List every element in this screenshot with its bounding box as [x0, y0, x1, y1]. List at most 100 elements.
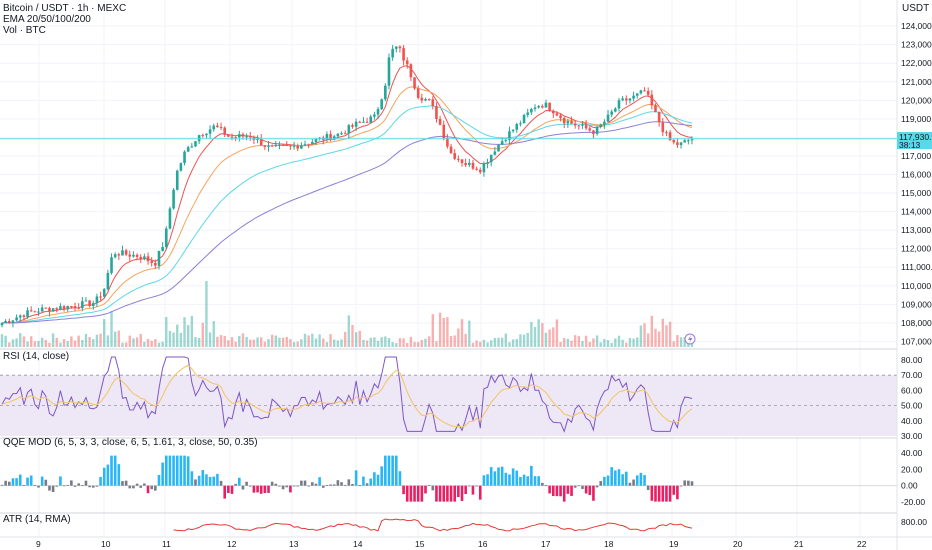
time-tick-label: 21 — [794, 539, 804, 549]
candle-body — [201, 135, 205, 137]
candle-body — [508, 131, 511, 141]
volume-bar — [479, 341, 482, 347]
candle-body — [661, 122, 665, 133]
qqe-bar — [628, 482, 632, 486]
candle-body — [672, 140, 676, 143]
volume-bar — [121, 342, 124, 347]
volume-bar — [522, 334, 526, 347]
qqe-bar — [668, 485, 672, 502]
symbol-title[interactable]: Bitcoin / USDT · 1h · MEXC — [3, 3, 126, 14]
volume-bar — [391, 342, 394, 347]
qqe-pane[interactable] — [0, 455, 897, 502]
qqe-bar — [398, 471, 402, 486]
volume-bar — [92, 339, 95, 347]
rsi-title[interactable]: RSI (14, close) — [3, 351, 69, 362]
volume-bar — [303, 333, 307, 347]
atr-title[interactable]: ATR (14, RMA) — [3, 514, 71, 525]
volume-bar — [249, 339, 252, 347]
candle-body — [18, 315, 22, 318]
qqe-bar — [588, 485, 592, 496]
volume-bar — [413, 342, 416, 347]
candle-body — [398, 46, 402, 49]
qqe-bar — [504, 472, 508, 486]
qqe-bar — [18, 474, 22, 486]
rsi-pane[interactable] — [0, 356, 897, 436]
volume-bar — [683, 337, 686, 347]
volume-legend[interactable]: Vol · BTC — [3, 25, 46, 36]
candle-body — [500, 141, 504, 145]
rsi-line — [1, 356, 693, 433]
qqe-bar — [595, 485, 599, 488]
volume-bar — [402, 338, 405, 347]
candle-body — [595, 126, 599, 134]
qqe-bar — [522, 474, 526, 486]
qqe-bar — [66, 485, 70, 486]
qqe-bar — [219, 480, 223, 486]
volume-bar — [322, 338, 325, 347]
ema-lines — [1, 65, 693, 324]
ema-legend[interactable]: EMA 20/50/100/200 — [3, 14, 91, 25]
atr-tick-label: 800.00 — [901, 517, 927, 527]
qqe-bar — [380, 466, 383, 486]
price-pane[interactable] — [0, 45, 897, 347]
qqe-bar — [278, 485, 281, 487]
lightning-icon[interactable] — [684, 333, 696, 345]
volume-bar — [639, 325, 643, 347]
qqe-bar — [307, 485, 310, 487]
qqe-bar — [4, 480, 7, 486]
volume-bar — [592, 338, 595, 347]
volume-bar — [296, 341, 299, 347]
time-axis[interactable]: 9 10 11 12 13 14 15 16 17 18 19 20 21 22 — [36, 539, 867, 549]
candle-body — [37, 311, 40, 313]
candle-body — [256, 138, 259, 140]
candle-body — [11, 320, 15, 323]
candle-body — [332, 136, 336, 140]
candle-body — [603, 121, 606, 125]
qqe-bar — [650, 485, 654, 501]
price-axis[interactable]: 124,000.00 123,000.00 122,000.00 121,000.00… — [901, 21, 932, 346]
candle-body — [566, 121, 570, 124]
qqe-bar — [161, 462, 164, 486]
candle-body — [347, 125, 351, 134]
qqe-bar — [544, 485, 548, 486]
candle-body — [62, 306, 66, 310]
qqe-bar — [446, 485, 449, 502]
qqe-bar — [665, 485, 668, 502]
candle-body — [234, 137, 237, 139]
candle-body — [581, 124, 584, 126]
atr-axis: 800.00 — [901, 517, 927, 527]
candle-body — [84, 300, 88, 302]
candle-body — [555, 113, 559, 116]
volume-bar — [537, 319, 540, 347]
atr-pane[interactable] — [173, 518, 693, 532]
candle-body — [70, 306, 73, 308]
volume-bar — [110, 311, 113, 347]
qqe-bar — [48, 485, 51, 491]
volume-bar — [435, 341, 438, 347]
qqe-bar — [654, 485, 657, 502]
time-tick-label: 13 — [289, 539, 299, 549]
qqe-tick-label: 20.00 — [901, 464, 923, 474]
qqe-bar — [289, 485, 292, 493]
atr-line — [173, 518, 693, 532]
qqe-bar — [471, 485, 475, 495]
candle-body — [559, 115, 562, 118]
qqe-bar — [577, 485, 581, 487]
candle-body — [150, 261, 153, 263]
candle-body — [8, 320, 11, 323]
candle-body — [274, 144, 278, 146]
qqe-bar — [603, 476, 606, 486]
volume-bar — [566, 338, 570, 347]
qqe-bar — [26, 477, 29, 486]
volume-bar — [219, 335, 223, 347]
qqe-bar — [409, 485, 413, 502]
time-tick-label: 12 — [227, 539, 237, 549]
candle-body — [384, 85, 387, 100]
qqe-title[interactable]: QQE MOD (6, 5, 3, 3, close, 6, 5, 1.61, … — [3, 437, 258, 448]
ema-20-line — [1, 65, 693, 324]
volume-bar — [30, 336, 33, 347]
candle-body — [657, 111, 661, 123]
volume-bar — [387, 338, 391, 347]
candle-body — [219, 127, 223, 129]
